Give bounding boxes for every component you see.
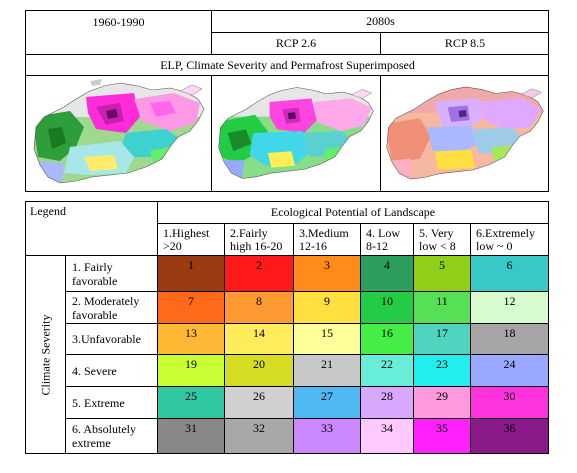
column-header: 6.Extremely low ~ 0 [470,223,549,256]
row-header: 1. Fairly favorable [65,255,158,292]
legend-swatch-cell: 21 [293,354,361,387]
legend-swatch-cell: 28 [360,386,414,419]
column-header-row: 1.Highest >20 2.Fairly high 16-20 3.Medium… [26,223,549,256]
column-header: 4. Low 8-12 [360,223,414,256]
legend-swatch-cell: 27 [293,386,361,419]
legend-swatch-cell: 18 [470,323,549,355]
row-group-title-cell: Climate Severity [25,255,66,454]
legend-swatch-cell: 20 [224,354,294,387]
row-header: 5. Extreme [65,386,158,419]
legend-swatch-cell: 16 [360,323,414,355]
legend-swatch-cell: 29 [413,386,471,419]
row-group-title: Climate Severity [38,314,52,395]
map-baseline-1960-1990 [33,79,205,184]
legend-row: 6. Absolutely extreme 31 32 33 34 35 36 [26,418,549,454]
legend-row: 5. Extreme 25 26 27 28 29 30 [26,386,549,419]
legend-swatch-cell: 6 [470,255,549,292]
period-baseline-header: 1960-1990 [92,15,145,29]
column-group-title: Ecological Potential of Landscape [157,201,549,224]
legend-swatch-cell: 11 [413,291,471,324]
scenario-rcp85-header: RCP 8.5 [444,35,486,50]
column-header: 3.Medium 12-16 [293,223,361,256]
legend-swatch-cell: 31 [157,418,225,454]
map-2080s-rcp26 [218,87,374,179]
legend-row: 2. Moderately favorable 7 8 9 10 11 12 [26,291,549,324]
legend-swatch-cell: 25 [157,386,225,419]
period-future-header: 2080s [366,14,395,28]
legend-row: Climate Severity 1. Fairly favorable 1 2 3 4 5 6 [25,255,549,454]
map-comparison-panel: 1960-1990 2080s RCP 2.6 RCP 8.5 ELP, Cli… [25,10,549,192]
legend-row: 4. Severe 19 20 21 22 23 24 [26,354,549,387]
scenario-rcp26-header: RCP 2.6 [275,35,317,50]
legend-swatch-cell: 8 [224,291,294,324]
legend-swatch-cell: 4 [360,255,414,292]
legend-swatch-cell: 36 [470,418,549,454]
legend-row: 3.Unfavorable 13 14 15 16 17 18 [26,323,549,355]
row-header: 2. Moderately favorable [65,291,158,324]
row-header: 6. Absolutely extreme [65,418,158,454]
legend-swatch-cell: 5 [413,255,471,292]
legend-swatch-cell: 26 [224,386,294,419]
legend-swatch-cell: 30 [470,386,549,419]
legend-corner-label: Legend [25,201,158,256]
legend-swatch-cell: 10 [360,291,414,324]
row-header: 3.Unfavorable [65,323,158,355]
legend-swatch-cell: 13 [157,323,225,355]
legend-swatch-cell: 24 [470,354,549,387]
row-header: 4. Severe [65,354,158,387]
legend-swatch-cell: 22 [360,354,414,387]
column-header: 1.Highest >20 [157,223,225,256]
legend-swatch-cell: 35 [413,418,471,454]
legend-swatch-cell: 15 [293,323,361,355]
legend-swatch-cell: 34 [360,418,414,454]
legend-table: Legend Ecological Potential of Landscape… [25,201,549,454]
legend-swatch-cell: 14 [224,323,294,355]
legend-swatch-cell: 33 [293,418,361,454]
legend-swatch-cell: 12 [470,291,549,324]
legend-swatch-cell: 23 [413,354,471,387]
legend-swatch-cell: 7 [157,291,225,324]
legend-body: Climate Severity 1. Fairly favorable 1 2 3 4 5 6… [25,255,549,454]
column-header: 5. Very low < 8 [413,223,471,256]
column-header: 2.Fairly high 16-20 [224,223,294,256]
legend-swatch-cell: 32 [224,418,294,454]
legend-swatch-cell: 17 [413,323,471,355]
legend-swatch-cell: 3 [293,255,361,292]
panel-caption: ELP, Climate Severity and Permafrost Sup… [160,57,415,72]
legend-swatch-cell: 9 [293,291,361,324]
legend-swatch-cell: 19 [157,354,225,387]
legend-swatch-cell: 1 [157,255,225,292]
map-2080s-rcp85 [386,86,544,180]
legend-swatch-cell: 2 [224,255,294,292]
